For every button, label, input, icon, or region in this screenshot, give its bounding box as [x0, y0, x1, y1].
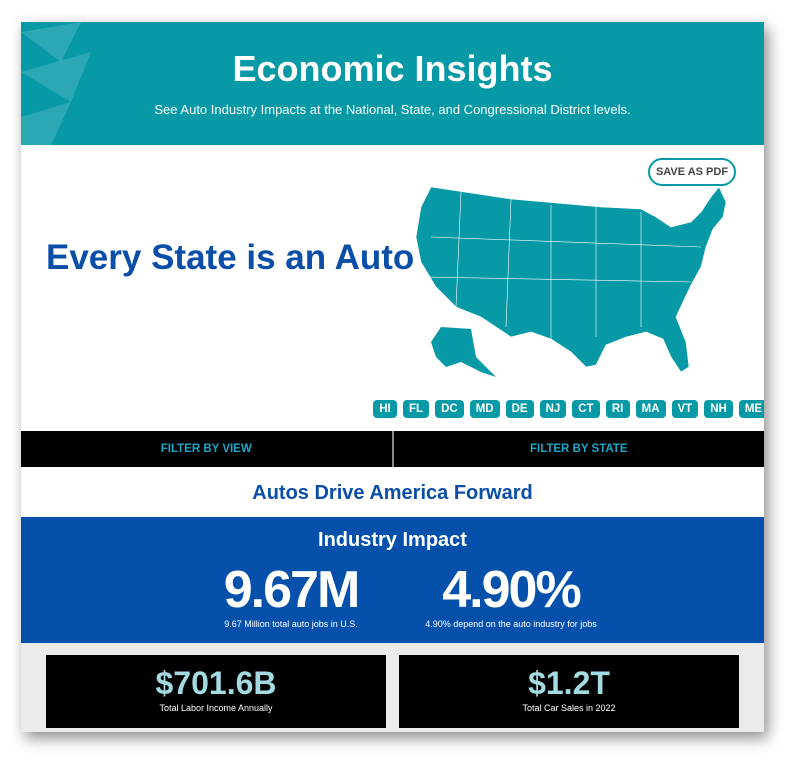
tagline: Autos Drive America Forward [252, 482, 533, 504]
state-chip-de[interactable]: DE [505, 400, 534, 418]
stat-label: 9.67 Million total auto jobs in U.S. [224, 619, 358, 629]
filter-by-view-button[interactable]: FILTER BY VIEW [160, 443, 252, 455]
stat-jobs: 9.67M 9.67 Million total auto jobs in U.S… [161, 561, 421, 629]
card-value: $701.6B [155, 665, 277, 701]
filter-bar: FILTER BY VIEW FILTER BY STATE [21, 431, 764, 467]
stat-value: 4.90% [442, 561, 581, 619]
state-chip-dc[interactable]: DC [435, 400, 464, 418]
state-chip-nh[interactable]: NH [704, 400, 733, 418]
page-subtitle: See Auto Industry Impacts at the Nationa… [154, 102, 631, 117]
state-chip-fl[interactable]: FL [403, 400, 430, 418]
state-chip-me[interactable]: ME [738, 400, 764, 418]
state-chip-ct[interactable]: CT [572, 400, 600, 418]
state-chip-md[interactable]: MD [469, 400, 500, 418]
app-window: Economic Insights See Auto Industry Impa… [21, 22, 764, 732]
industry-impact-section: Industry Impact 9.67M 9.67 Million total … [21, 517, 764, 643]
state-chip-hi[interactable]: HI [373, 400, 397, 418]
section-title: Industry Impact [318, 529, 467, 551]
card-label: Total Labor Income Annually [159, 703, 273, 713]
small-state-buttons: HI FL DC MD DE NJ CT RI MA VT NH ME [373, 400, 764, 418]
us-map[interactable] [401, 167, 741, 392]
decorative-pattern [21, 22, 91, 145]
page-title: Economic Insights [232, 48, 553, 89]
state-chip-vt[interactable]: VT [671, 400, 699, 418]
save-as-pdf-button[interactable]: SAVE AS PDF [648, 158, 736, 186]
summary-cards: $701.6B Total Labor Income Annually $1.2T… [21, 643, 764, 732]
filter-by-state-button[interactable]: FILTER BY STATE [391, 431, 765, 467]
alaska-shape [431, 327, 496, 377]
card-value: $1.2T [528, 665, 610, 701]
state-chip-ri[interactable]: RI [605, 400, 630, 418]
card-label: Total Car Sales in 2022 [522, 703, 616, 713]
stat-value: 9.67M [223, 561, 361, 619]
state-chip-nj[interactable]: NJ [539, 400, 567, 418]
car-sales-card: $1.2T Total Car Sales in 2022 [399, 655, 739, 728]
header-banner: Economic Insights See Auto Industry Impa… [21, 22, 764, 145]
stat-label: 4.90% depend on the auto industry for jo… [425, 619, 597, 629]
stat-percent: 4.90% 4.90% depend on the auto industry f… [381, 561, 641, 629]
labor-income-card: $701.6B Total Labor Income Annually [46, 655, 386, 728]
state-chip-ma[interactable]: MA [635, 400, 666, 418]
